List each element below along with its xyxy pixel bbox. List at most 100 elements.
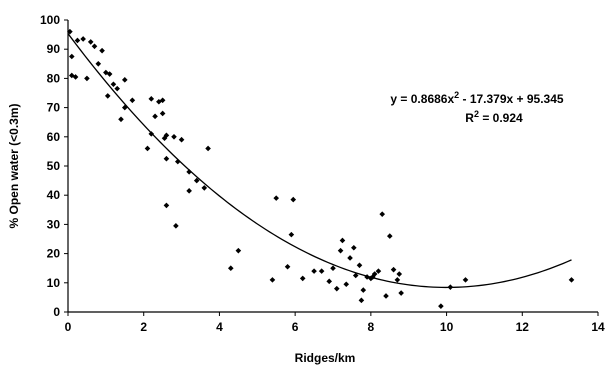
data-point	[163, 202, 170, 209]
data-point	[163, 132, 170, 139]
data-point	[95, 61, 102, 67]
data-point	[173, 223, 179, 229]
x-tick-label: 2	[140, 320, 147, 334]
data-point	[368, 275, 374, 282]
data-point	[375, 268, 382, 274]
data-point	[72, 74, 79, 80]
data-point	[114, 85, 121, 92]
data-point	[356, 262, 363, 269]
data-point	[235, 247, 242, 254]
equation-annotation: y = 0.8686x2 - 17.379x + 95.345	[390, 90, 563, 106]
data-point	[110, 81, 117, 88]
r2-exponent: 2	[474, 109, 479, 119]
data-point	[333, 285, 340, 292]
data-point	[163, 155, 170, 162]
data-point	[178, 136, 185, 143]
data-point	[371, 271, 378, 277]
x-tick-label: 12	[516, 320, 530, 334]
r2-suffix: = 0.924	[479, 111, 523, 125]
y-tick-label: 20	[47, 247, 61, 261]
data-point	[326, 278, 333, 285]
y-tick-label: 100	[40, 13, 60, 27]
y-tick-label: 70	[47, 101, 61, 115]
data-point	[394, 277, 401, 283]
data-point	[80, 36, 86, 42]
data-point	[273, 195, 280, 201]
data-point	[438, 303, 444, 309]
data-point	[364, 274, 370, 280]
x-tick-label: 6	[292, 320, 299, 334]
r2-prefix: R	[465, 111, 474, 125]
data-point	[129, 97, 136, 104]
y-tick-label: 0	[53, 305, 60, 319]
data-point	[118, 116, 124, 123]
data-point	[171, 134, 177, 140]
data-point	[99, 47, 105, 54]
y-tick-label: 10	[47, 276, 61, 290]
x-tick-label: 14	[591, 320, 605, 334]
y-tick-label: 60	[47, 130, 61, 144]
data-point	[396, 271, 403, 277]
data-point	[311, 268, 317, 274]
data-point	[379, 211, 386, 217]
data-point	[148, 96, 155, 102]
data-point	[339, 237, 346, 244]
data-point	[360, 287, 367, 293]
x-tick-label: 4	[216, 320, 223, 334]
equation-suffix: - 17.379x + 95.345	[459, 92, 564, 106]
data-point	[284, 263, 291, 270]
data-point	[269, 277, 276, 283]
r-squared-annotation: R2 = 0.924	[465, 109, 523, 125]
data-point	[330, 265, 336, 271]
x-axis-title: Ridges/km	[295, 351, 356, 365]
y-tick-label: 50	[47, 159, 61, 173]
y-axis-title: % Open water (<0.3m)	[7, 103, 21, 228]
data-point	[87, 39, 94, 45]
equation-prefix: y = 0.8686x	[390, 92, 454, 106]
data-point	[121, 77, 128, 83]
y-tick-label: 30	[47, 217, 61, 231]
data-point	[390, 266, 397, 273]
data-point	[84, 75, 90, 82]
data-point	[290, 196, 297, 203]
data-point	[347, 255, 353, 261]
x-axis: 0 2 4 6 8 10 12 14	[65, 311, 605, 334]
trendline-group	[67, 33, 572, 289]
data-point	[462, 277, 469, 283]
data-point	[288, 231, 295, 238]
data-point	[337, 247, 344, 254]
data-point	[358, 297, 365, 304]
y-axis: 0 10 20 30 40 50 60 70 80 90 100	[40, 13, 69, 319]
data-point	[351, 244, 357, 251]
data-point	[343, 281, 350, 288]
data-point	[74, 37, 81, 44]
x-tick-label: 0	[65, 320, 72, 334]
data-point	[352, 272, 359, 279]
y-tick-label: 40	[47, 188, 61, 202]
x-tick-label: 8	[368, 320, 375, 334]
data-point	[106, 71, 113, 77]
y-tick-label: 90	[47, 42, 61, 56]
y-tick-label: 80	[47, 71, 61, 85]
data-point	[386, 233, 393, 239]
data-point	[159, 97, 166, 104]
data-point	[144, 145, 151, 152]
data-point	[91, 43, 98, 50]
data-point	[67, 28, 73, 35]
data-point	[104, 93, 111, 99]
data-point	[193, 177, 200, 184]
data-point	[318, 268, 325, 274]
data-point	[205, 145, 211, 152]
data-point	[227, 265, 234, 271]
data-points	[67, 28, 575, 309]
data-point	[159, 110, 166, 117]
x-tick-label: 10	[440, 320, 454, 334]
data-point	[152, 113, 158, 120]
equation-exponent: 2	[454, 90, 459, 100]
data-point	[201, 185, 208, 191]
trendline	[67, 33, 572, 289]
data-point	[383, 293, 389, 299]
data-point	[186, 188, 192, 194]
data-point	[398, 290, 404, 296]
